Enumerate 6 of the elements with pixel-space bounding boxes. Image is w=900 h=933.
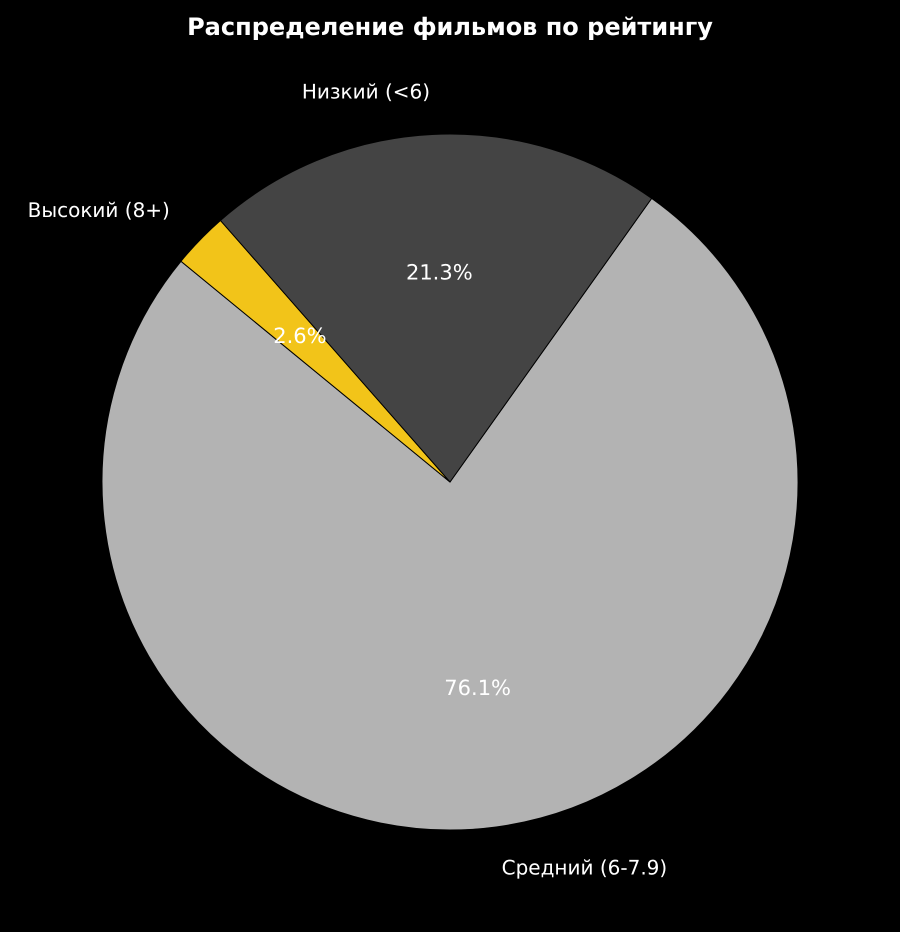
slice-label: Высокий (8+) xyxy=(28,198,170,222)
slice-label: Средний (6-7.9) xyxy=(502,855,668,880)
chart-title: Распределение фильмов по рейтингу xyxy=(187,13,714,41)
data-label: 76.1% xyxy=(444,676,512,700)
data-label: 21.3% xyxy=(406,260,473,284)
slice-label: Низкий (<6) xyxy=(302,80,430,104)
